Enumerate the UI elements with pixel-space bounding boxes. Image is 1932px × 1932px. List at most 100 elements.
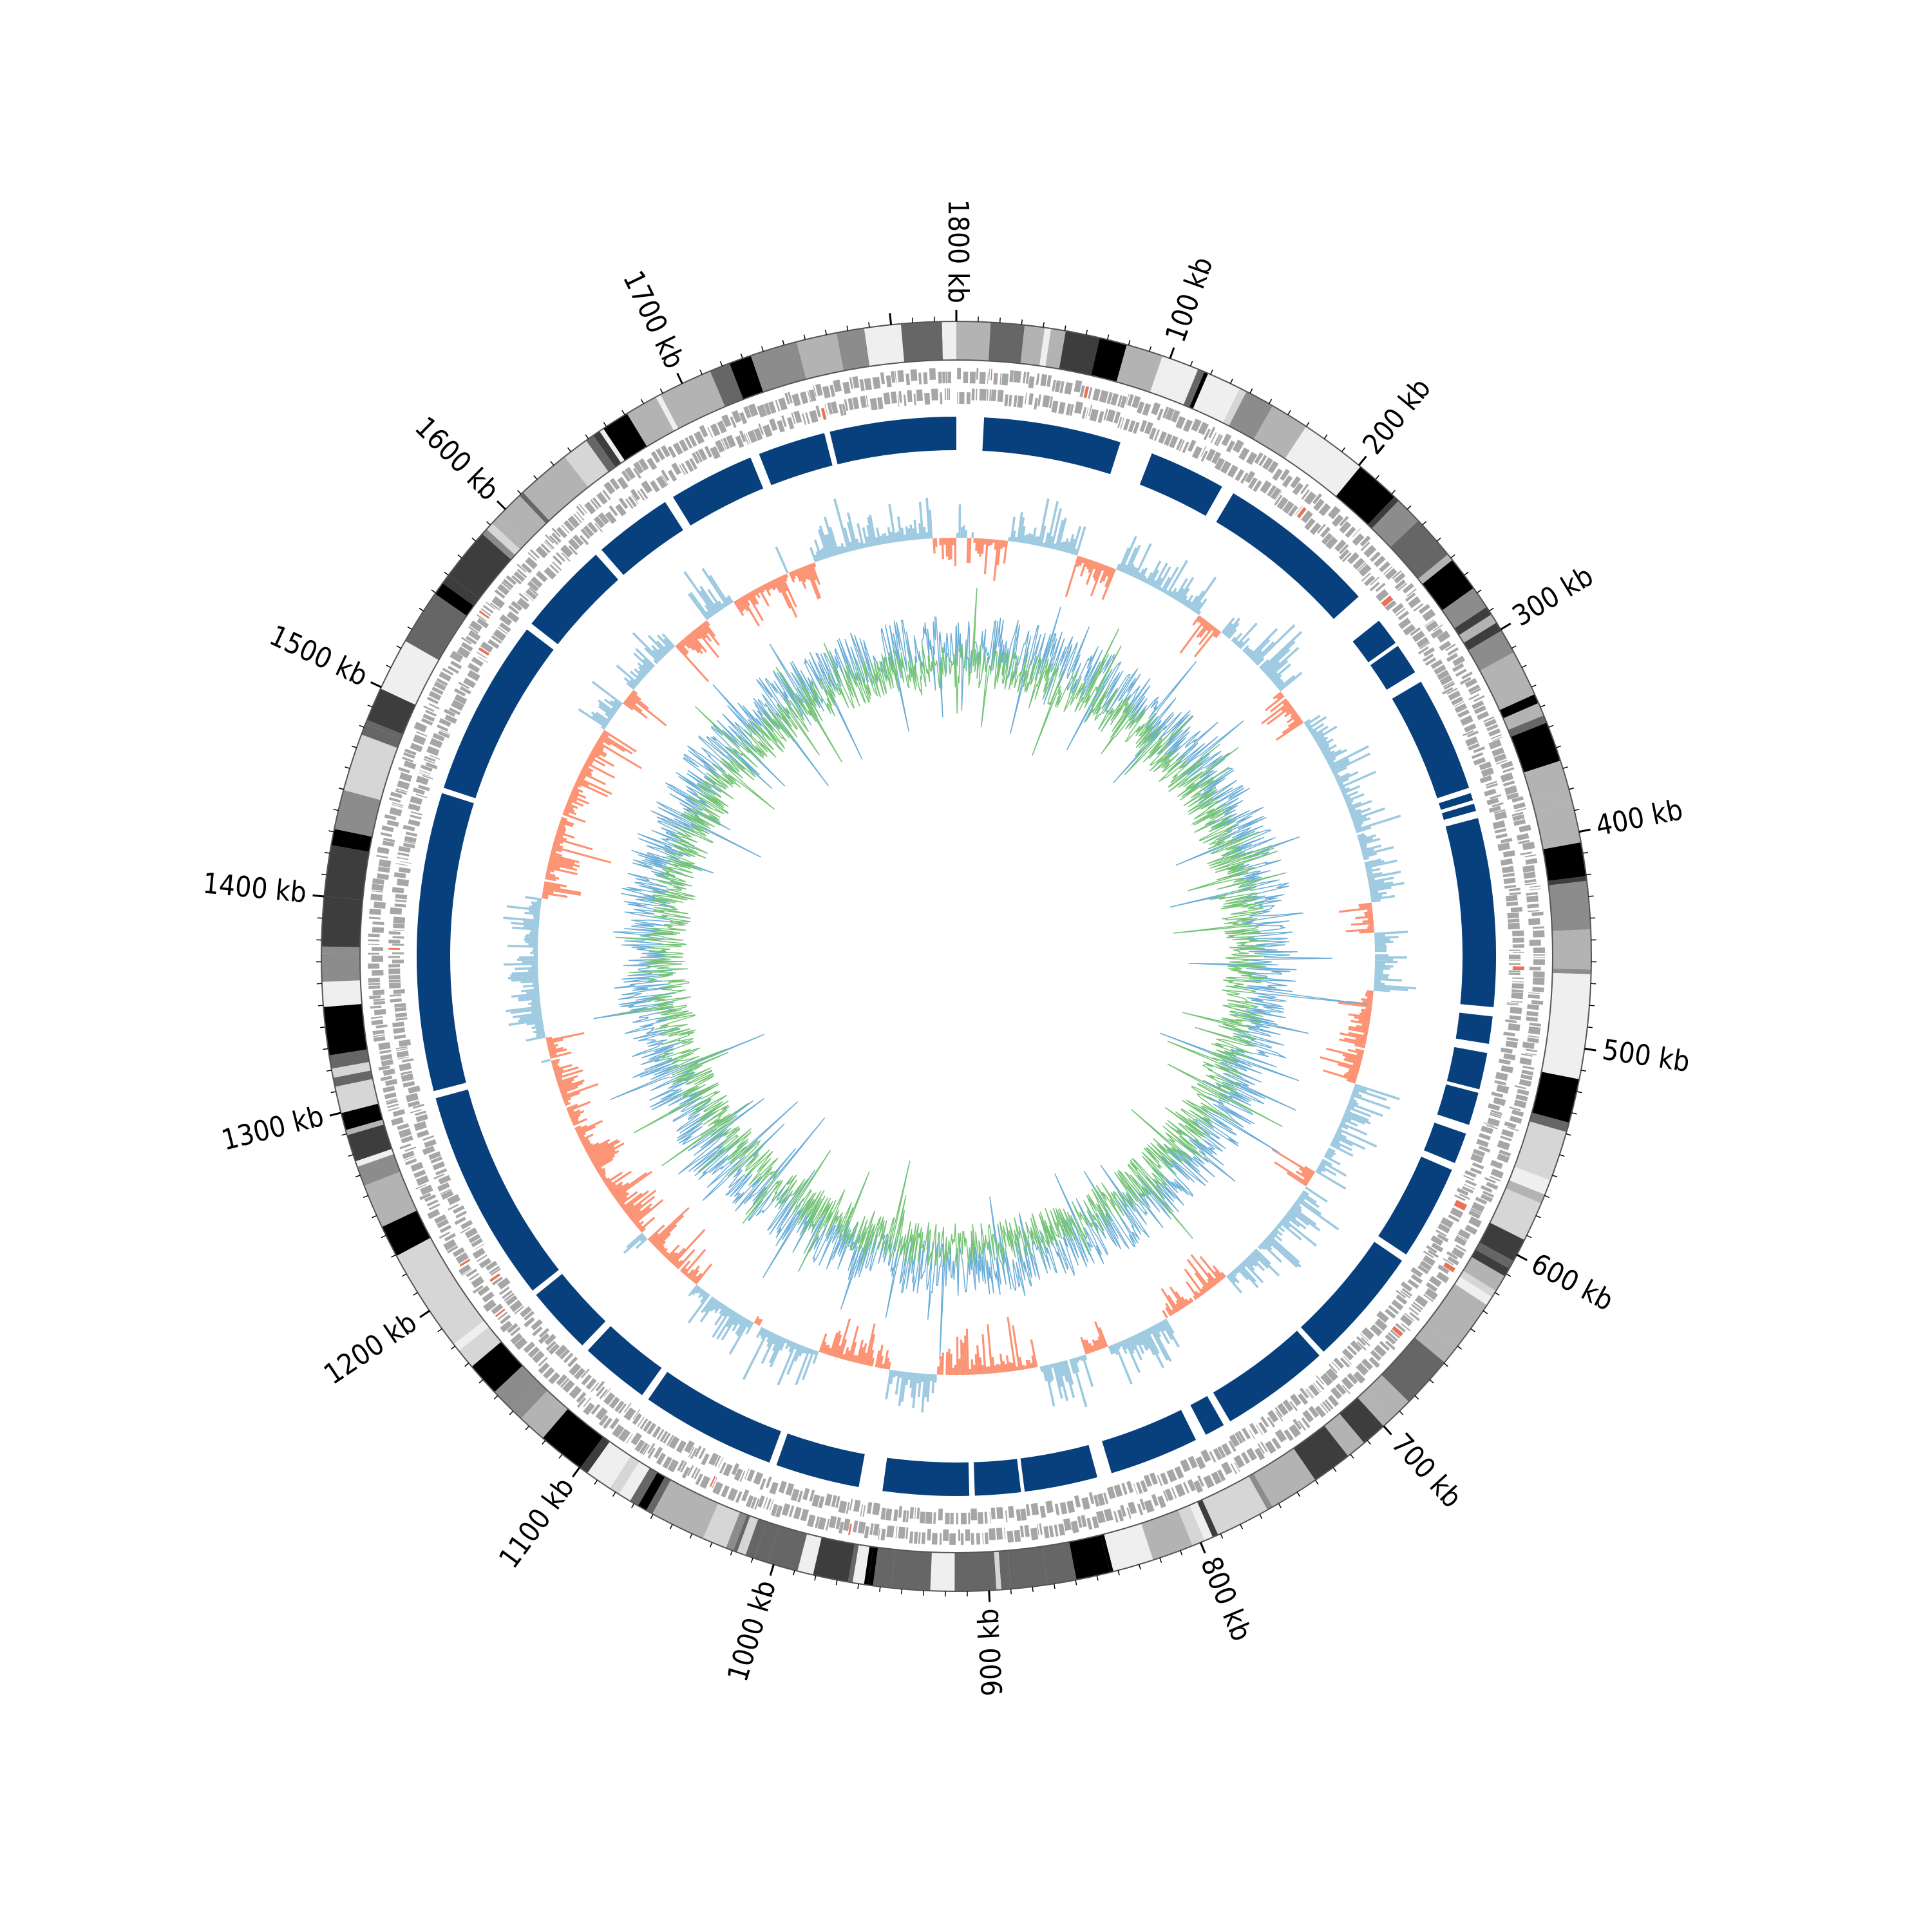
minor-tick: [1506, 1273, 1511, 1277]
gc-skew-bin-929: [545, 873, 556, 877]
gc-skew-bin-611: [912, 1372, 918, 1408]
minor-tick: [1464, 571, 1469, 576]
forward-strand-gene-384: [695, 1473, 703, 1486]
forward-strand-gene-44: [1182, 419, 1193, 432]
major-tick: [312, 894, 325, 898]
reverse-strand-gene-602: [580, 528, 591, 540]
gc-skew-bin-743: [656, 1240, 667, 1251]
ideogram-band-96: [646, 1476, 671, 1514]
forward-strand-gene-376: [741, 1489, 750, 1502]
reverse-strand-gene-88: [1363, 575, 1376, 587]
gc-skew-bin-213: [1332, 766, 1347, 775]
forward-strand-gene-318: [1037, 1523, 1039, 1535]
reverse-strand-gene-318: [1054, 1503, 1060, 1516]
reverse-strand-gene-169: [1512, 966, 1524, 971]
forward-strand-gene-638: [748, 403, 759, 417]
ideogram-band-149: [586, 435, 616, 472]
reverse-strand-gene-475: [410, 1109, 422, 1113]
gc-skew-bin-310: [1374, 982, 1385, 985]
gc-skew-bin-1186: [941, 538, 944, 560]
forward-strand-gene-57: [1254, 452, 1264, 464]
gc-skew-bin-90: [1143, 577, 1148, 583]
forward-strand-gene-429: [500, 1314, 511, 1325]
reverse-strand-gene-320: [1039, 1506, 1046, 1519]
reverse-strand-gene-259: [1331, 1361, 1340, 1371]
gc-skew-bin-716: [698, 1288, 704, 1294]
forward-strand-gene-267: [1301, 1417, 1311, 1428]
gc-skew-bin-751: [639, 1236, 647, 1242]
reverse-strand-gene-217: [1459, 1193, 1470, 1200]
reverse-strand-gene-7: [989, 389, 992, 401]
forward-strand-gene-209: [1486, 1182, 1499, 1190]
reverse-strand-gene-356: [849, 1499, 853, 1511]
minor-tick: [1159, 1557, 1162, 1563]
forward-strand-gene-270: [1289, 1424, 1302, 1438]
forward-strand-gene-519: [377, 866, 390, 873]
ideogram-band-110: [437, 1300, 484, 1345]
gc-skew-bin-393: [1321, 1159, 1332, 1166]
gc-skew-bin-644: [843, 1347, 849, 1360]
gc-skew-bin-709: [699, 1298, 717, 1323]
reverse-strand-gene-14: [1025, 392, 1027, 404]
ideogram-band-69: [1178, 1505, 1205, 1546]
gc-skew-bin-1154: [866, 525, 873, 547]
gc-skew-bin-496: [1160, 1320, 1173, 1341]
gc-skew-bin-857: [533, 1029, 545, 1034]
gc-skew-bin-538: [1077, 1356, 1081, 1361]
reverse-strand-gene-545: [419, 770, 431, 775]
gc-skew-bin-307: [1374, 976, 1388, 979]
gc-skew-bin-873: [518, 995, 540, 999]
forward-strand-gene-483: [380, 1054, 393, 1061]
gc-skew-bin-475: [1184, 1268, 1204, 1295]
gc-skew-bin-712: [687, 1293, 710, 1324]
forward-strand-gene-346: [886, 1525, 895, 1538]
forward-strand-gene-380: [712, 1481, 724, 1495]
forward-strand-gene-551: [428, 703, 440, 710]
minor-tick: [437, 1328, 442, 1332]
forward-strand-gene-251: [1368, 1356, 1381, 1368]
gc-skew-bin-455: [1236, 1266, 1249, 1281]
reverse-strand-gene-679: [940, 392, 943, 404]
forward-strand-gene-82: [1370, 551, 1381, 562]
gc-skew-bin-546: [1059, 1361, 1065, 1376]
forward-strand-gene-15: [1028, 376, 1035, 389]
gc-skew-bin-1105: [771, 580, 777, 589]
minor-tick: [761, 346, 764, 352]
reverse-strand-gene-585: [524, 593, 534, 601]
gc-skew-bin-997: [600, 735, 625, 752]
minor-tick: [669, 1524, 673, 1530]
ideogram-band-35: [1535, 802, 1581, 849]
reverse-strand-gene-193: [1496, 1084, 1510, 1094]
gc-skew-bin-516: [1122, 1340, 1128, 1350]
forward-strand-gene-497: [372, 989, 384, 996]
minor-tick: [396, 645, 402, 649]
gc-skew-bin-656: [819, 1333, 828, 1353]
ideogram-band-40: [1552, 969, 1591, 974]
ideogram-band-123: [329, 1049, 370, 1069]
forward-strand-gene-305: [1103, 1508, 1113, 1522]
forward-strand-gene-636: [739, 412, 748, 424]
gc-skew-bin-990: [592, 748, 607, 758]
gc-skew-bin-280: [1355, 915, 1374, 920]
reverse-strand-gene-551: [426, 746, 440, 756]
gc-skew-bin-629: [876, 1345, 884, 1368]
gc-skew-bin-34: [1029, 534, 1034, 545]
gc-skew-bin-303: [1374, 967, 1390, 970]
gc-skew-bin-746: [652, 1215, 685, 1245]
forward-strand-gene-430: [497, 1311, 508, 1320]
ideogram-band-130: [331, 829, 372, 852]
forward-strand-gene-323: [1007, 1530, 1014, 1543]
forward-strand-gene-227: [1443, 1262, 1456, 1273]
gc-skew-bin-370: [1345, 1110, 1369, 1122]
gc-skew-bin-167: [1278, 675, 1295, 690]
gc-skew-bin-365: [1349, 1100, 1359, 1106]
gc-skew-bin-821: [564, 1102, 571, 1106]
major-tick: [1199, 1542, 1206, 1554]
reverse-strand-gene-620: [656, 475, 667, 489]
minor-tick: [1043, 322, 1045, 328]
gc-skew-bin-1090: [743, 595, 751, 607]
gc-skew-bin-336: [1340, 1032, 1367, 1040]
forward-strand-gene-146: [1520, 851, 1532, 856]
gc-skew-bin-534: [1080, 1336, 1088, 1355]
ideogram-band-144: [491, 518, 525, 550]
